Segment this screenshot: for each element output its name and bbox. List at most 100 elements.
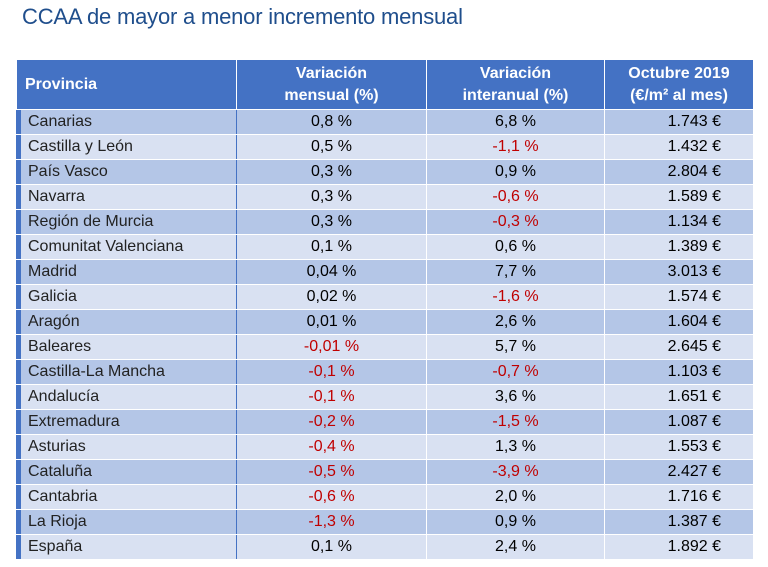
cell-precio-octubre: 1.716 € <box>604 484 754 510</box>
cell-variacion-mensual: -0,1 % <box>236 384 427 410</box>
cell-provincia: Madrid <box>16 259 237 285</box>
cell-variacion-mensual: 0,01 % <box>236 309 427 335</box>
provincia-name: Castilla y León <box>21 135 236 159</box>
provincia-name: Comunitat Valenciana <box>21 235 236 259</box>
cell-precio-octubre: 1.743 € <box>604 109 754 135</box>
cell-precio-octubre: 3.013 € <box>604 259 754 285</box>
cell-variacion-interanual: 0,9 % <box>426 509 605 535</box>
cell-provincia: Asturias <box>16 434 237 460</box>
provincia-name: Cantabria <box>21 485 236 509</box>
cell-variacion-mensual: 0,04 % <box>236 259 427 285</box>
cell-precio-octubre: 1.103 € <box>604 359 754 385</box>
cell-variacion-mensual: 0,3 % <box>236 184 427 210</box>
cell-provincia: Baleares <box>16 334 237 360</box>
provincia-name: Baleares <box>21 335 236 359</box>
cell-variacion-interanual: 2,6 % <box>426 309 605 335</box>
table-row: Andalucía -0,1 % 3,6 % 1.651 € <box>16 384 754 410</box>
cell-variacion-interanual: -0,3 % <box>426 209 605 235</box>
provincia-name: Galicia <box>21 285 236 309</box>
cell-provincia: Región de Murcia <box>16 209 237 235</box>
cell-provincia: España <box>16 534 237 560</box>
header-mensual-line2: mensual (%) <box>284 86 379 104</box>
cell-variacion-interanual: 6,8 % <box>426 109 605 135</box>
cell-precio-octubre: 1.389 € <box>604 234 754 260</box>
header-mensual-line1: Variación <box>295 64 368 82</box>
cell-variacion-mensual: 0,1 % <box>236 534 427 560</box>
cell-variacion-interanual: 2,0 % <box>426 484 605 510</box>
cell-variacion-mensual: 0,8 % <box>236 109 427 135</box>
table-row: Baleares -0,01 % 5,7 % 2.645 € <box>16 334 754 360</box>
header-interanual-line1: Variación <box>479 64 552 82</box>
table-row: España 0,1 % 2,4 % 1.892 € <box>16 534 754 560</box>
cell-precio-octubre: 1.387 € <box>604 509 754 535</box>
cell-variacion-interanual: -1,5 % <box>426 409 605 435</box>
table-row: Región de Murcia 0,3 % -0,3 % 1.134 € <box>16 209 754 235</box>
cell-variacion-mensual: -0,1 % <box>236 359 427 385</box>
cell-provincia: País Vasco <box>16 159 237 185</box>
table-row: Asturias -0,4 % 1,3 % 1.553 € <box>16 434 754 460</box>
cell-provincia: Castilla-La Mancha <box>16 359 237 385</box>
table-body: Canarias 0,8 % 6,8 % 1.743 € Castilla y León… <box>16 109 754 560</box>
table-row: Castilla-La Mancha -0,1 % -0,7 % 1.103 € <box>16 359 754 385</box>
cell-provincia: Canarias <box>16 109 237 135</box>
cell-variacion-mensual: 0,3 % <box>236 209 427 235</box>
provincia-name: Navarra <box>21 185 236 209</box>
cell-variacion-mensual: 0,3 % <box>236 159 427 185</box>
cell-precio-octubre: 1.892 € <box>604 534 754 560</box>
cell-variacion-interanual: -3,9 % <box>426 459 605 485</box>
table-row: Extremadura -0,2 % -1,5 % 1.087 € <box>16 409 754 435</box>
cell-provincia: Castilla y León <box>16 134 237 160</box>
cell-precio-octubre: 1.087 € <box>604 409 754 435</box>
cell-precio-octubre: 1.574 € <box>604 284 754 310</box>
cell-variacion-interanual: -0,7 % <box>426 359 605 385</box>
cell-variacion-interanual: -1,1 % <box>426 134 605 160</box>
provincia-name: España <box>21 535 236 559</box>
table-row: Cantabria -0,6 % 2,0 % 1.716 € <box>16 484 754 510</box>
cell-precio-octubre: 1.604 € <box>604 309 754 335</box>
table-row: Aragón 0,01 % 2,6 % 1.604 € <box>16 309 754 335</box>
provincia-name: Asturias <box>21 435 236 459</box>
table-row: Galicia 0,02 % -1,6 % 1.574 € <box>16 284 754 310</box>
header-interanual-line2: interanual (%) <box>462 86 569 104</box>
cell-variacion-interanual: 0,6 % <box>426 234 605 260</box>
table-row: Canarias 0,8 % 6,8 % 1.743 € <box>16 109 754 135</box>
cell-variacion-interanual: 0,9 % <box>426 159 605 185</box>
header-variacion-interanual: Variación interanual (%) <box>426 59 605 110</box>
cell-variacion-interanual: -1,6 % <box>426 284 605 310</box>
cell-precio-octubre: 1.432 € <box>604 134 754 160</box>
provincia-name: País Vasco <box>21 160 236 184</box>
header-octubre-2019: Octubre 2019 (€/m² al mes) <box>604 59 754 110</box>
header-provincia-label: Provincia <box>25 75 98 93</box>
cell-variacion-interanual: 2,4 % <box>426 534 605 560</box>
cell-precio-octubre: 1.589 € <box>604 184 754 210</box>
cell-variacion-interanual: 1,3 % <box>426 434 605 460</box>
cell-provincia: Aragón <box>16 309 237 335</box>
cell-variacion-interanual: 7,7 % <box>426 259 605 285</box>
provincia-name: La Rioja <box>21 510 236 534</box>
rent-variation-table: Provincia Variación mensual (%) Variació… <box>16 59 754 560</box>
cell-precio-octubre: 1.651 € <box>604 384 754 410</box>
cell-precio-octubre: 1.553 € <box>604 434 754 460</box>
header-octubre-line1: Octubre 2019 <box>628 64 730 82</box>
cell-precio-octubre: 2.645 € <box>604 334 754 360</box>
provincia-name: Región de Murcia <box>21 210 236 234</box>
cell-precio-octubre: 2.804 € <box>604 159 754 185</box>
provincia-name: Cataluña <box>21 460 236 484</box>
table-row: Cataluña -0,5 % -3,9 % 2.427 € <box>16 459 754 485</box>
cell-provincia: Cantabria <box>16 484 237 510</box>
cell-variacion-mensual: -0,6 % <box>236 484 427 510</box>
cell-variacion-interanual: -0,6 % <box>426 184 605 210</box>
table-header-row: Provincia Variación mensual (%) Variació… <box>16 59 754 110</box>
table-row: Comunitat Valenciana 0,1 % 0,6 % 1.389 € <box>16 234 754 260</box>
cell-provincia: Galicia <box>16 284 237 310</box>
page-title: CCAA de mayor a menor incremento mensual <box>22 4 463 29</box>
cell-variacion-mensual: 0,02 % <box>236 284 427 310</box>
table-row: País Vasco 0,3 % 0,9 % 2.804 € <box>16 159 754 185</box>
header-octubre-line2: (€/m² al mes) <box>630 86 728 104</box>
provincia-name: Canarias <box>21 110 236 134</box>
cell-provincia: Andalucía <box>16 384 237 410</box>
cell-provincia: La Rioja <box>16 509 237 535</box>
cell-variacion-mensual: -0,01 % <box>236 334 427 360</box>
cell-variacion-mensual: -1,3 % <box>236 509 427 535</box>
provincia-name: Madrid <box>21 260 236 284</box>
